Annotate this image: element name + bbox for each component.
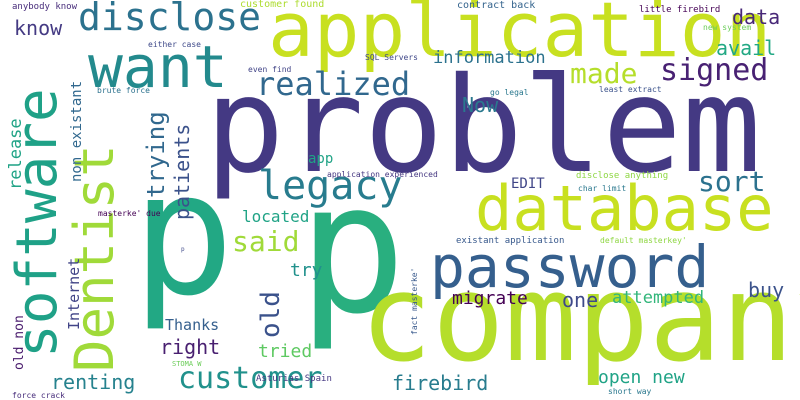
word-want: want — [88, 33, 228, 101]
word-even-find: even find — [248, 65, 292, 74]
word-least-extract: least extract — [599, 85, 662, 94]
word-asturias-spain: Asturias Spain — [256, 374, 332, 384]
word-internet: Internet — [65, 257, 83, 330]
word-app: app — [308, 151, 334, 167]
word-thanks: Thanks — [165, 316, 220, 334]
word-either-case: either case — [148, 40, 201, 49]
word-avail: avail — [716, 36, 777, 60]
word-located: located — [242, 207, 310, 226]
word-made: made — [570, 57, 638, 90]
word-contract-back: contract back — [457, 0, 536, 11]
word-new-system: new system — [703, 23, 752, 32]
word-migrate: migrate — [452, 288, 528, 309]
word-existant-application: existant application — [456, 236, 565, 246]
word-p-large: p — [132, 136, 235, 334]
word-brute-force: brute force — [97, 86, 150, 95]
word-firebird: firebird — [392, 371, 489, 395]
word-renting: renting — [51, 370, 136, 394]
word-problem: problem — [205, 49, 762, 203]
word-force-crack: force crack — [12, 391, 65, 400]
word-disclose-anything: disclose anything — [576, 171, 669, 181]
word-fact-masterke: fact masterke' — [410, 267, 419, 335]
word-open-new: open new — [598, 367, 685, 388]
word-attempted: attempted — [612, 288, 705, 308]
word-stoma-w: STOMA W — [172, 360, 202, 368]
word-information: information — [433, 48, 546, 68]
word-default-masterkey: default masterkey' — [600, 236, 687, 245]
word-non-existant: non existant — [69, 80, 85, 182]
word-disclose: disclose — [78, 0, 262, 39]
word-legacy: legacy — [258, 163, 403, 209]
word-masterke-due: masterke' due — [98, 209, 161, 218]
word-anybody-know: anybody know — [12, 2, 78, 12]
word-application: application — [268, 0, 772, 74]
word-try: try — [290, 260, 323, 281]
word-char-limit: char limit — [578, 184, 627, 193]
word-edit: EDIT — [511, 176, 545, 192]
word-sql-servers: SQL Servers — [365, 53, 418, 62]
word-trying: trying — [142, 111, 170, 198]
word-patients: patients — [170, 123, 194, 220]
word-p-medium: p — [298, 145, 407, 354]
word-signed: signed — [660, 53, 769, 88]
word-sort: sort — [698, 165, 766, 198]
word-go-legal: go legal — [490, 88, 529, 97]
word-p-tiny: p — [181, 246, 185, 253]
word-data: data — [732, 5, 781, 29]
word-old-non: old non — [12, 315, 27, 370]
word-tried: tried — [258, 341, 313, 362]
word-application-experienced: application experienced — [327, 170, 438, 179]
word-little-firebird: little firebird — [639, 5, 721, 15]
word-know: know — [14, 16, 63, 40]
word-said: said — [232, 225, 300, 258]
word-password: password — [430, 233, 710, 301]
word-company: company — [360, 250, 800, 389]
word-old-1: old — [256, 291, 286, 338]
word-release: release — [6, 118, 26, 190]
word-customer: customer — [178, 361, 323, 396]
word-buy: buy — [748, 278, 785, 302]
word-customer-found: customer found — [240, 0, 325, 10]
word-right: right — [160, 335, 221, 359]
word-now: Now — [462, 93, 499, 117]
word-realized: realized — [256, 65, 411, 103]
word-database: database — [475, 172, 774, 245]
word-one: one — [562, 288, 599, 312]
word-short-way: short way — [608, 387, 652, 396]
